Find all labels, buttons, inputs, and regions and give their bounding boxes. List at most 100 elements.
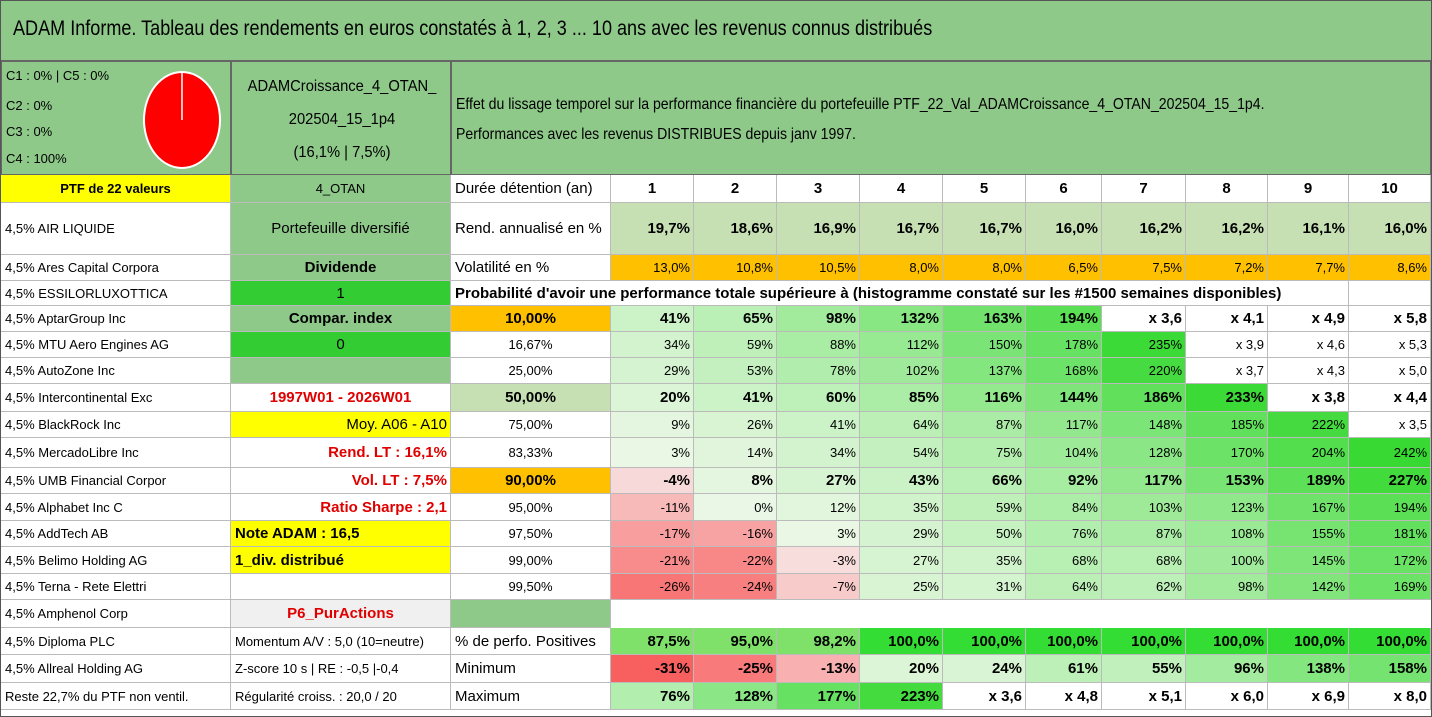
cell-text: x 3,6 [988,687,1022,705]
cell-text: 3% [671,445,690,460]
cell-text: 16,67% [508,337,553,352]
cell-text: 138% [1306,660,1345,677]
cell-text: 7 [1139,180,1148,197]
cell-text: 4,5% Belimo Holding AG [5,552,148,568]
probability-value: 12% [777,494,860,521]
cell-text: 189% [1306,472,1345,489]
probability-value: 68% [1102,547,1186,574]
probability-value: -16% [694,521,777,547]
probability-value: 117% [1102,468,1186,494]
minimum-value: 61% [1026,655,1102,683]
probability-value: x 3,6 [1102,306,1186,332]
cell-text: 60% [825,389,856,406]
probability-value: 41% [777,412,860,438]
cell-text: 4 [896,180,906,197]
probability-value: 84% [1026,494,1102,521]
cell-text: 87,5% [647,632,690,650]
cell-text: 100,0% [1376,632,1427,650]
probability-value: 189% [1268,468,1349,494]
cell-text: Probabilité d'avoir une performance tota… [455,284,1282,302]
cell-text: 10,8% [736,260,773,275]
cell-text: Compar. index [288,310,393,327]
cell-text: 1_div. distribué [235,551,344,569]
probability-level: 97,50% [451,521,611,547]
cell-text: 61% [1067,660,1098,677]
table-row: 4,5% MTU Aero Engines AG 0 16,67% 34% 59% 88%… [1,332,1431,358]
probability-value: 98% [1186,574,1268,600]
cell-text: 4,5% Allreal Holding AG [5,661,144,676]
cell-text: 90,00% [505,472,556,489]
probability-value: x 4,9 [1268,306,1349,332]
cell-text: 103% [1148,499,1182,515]
cell-text: Dividende [304,259,377,276]
probability-level: 50,00% [451,384,611,412]
holding-name: 4,5% AIR LIQUIDE [1,203,231,255]
cell-text: -3% [832,552,856,568]
cell-text: 4,5% Alphabet Inc C [5,499,123,515]
info-cell: 1 [231,281,451,306]
positive-share: 100,0% [1102,628,1186,655]
cell-text: 181% [1393,526,1427,541]
volatility-value: 7,7% [1268,255,1349,281]
cell-text: 155% [1311,526,1345,541]
effect-text-line: Effet du lissage temporel sur la perform… [456,96,1265,113]
cell-text: x 8,0 [1393,687,1427,705]
cell-text: 100,0% [1047,632,1098,650]
maximum-value: x 3,6 [943,683,1026,710]
probability-value: 43% [860,468,943,494]
probability-value: 75% [943,438,1026,468]
portfolio-name-line: ADAMCroissance_4_OTAN_ [247,78,437,95]
volatility-value: 10,5% [777,255,860,281]
probability-title: Probabilité d'avoir une performance tota… [451,281,1349,306]
probability-value: 181% [1349,521,1431,547]
cell-text: % de perfo. Positives [455,632,596,650]
effect-text-line: Performances avec les revenus DISTRIBUES… [456,126,856,143]
cell-text: 235% [1148,337,1182,352]
positive-share: 95,0% [694,628,777,655]
probability-value: 41% [694,384,777,412]
cell-text: 85% [908,389,939,406]
probability-value: 29% [611,358,694,384]
probability-value: 186% [1102,384,1186,412]
cell-text: 137% [988,363,1022,378]
cell-text: 145% [1311,552,1345,568]
cell-text: 16,7% [979,220,1022,237]
probability-value: -3% [777,547,860,574]
probability-value: 204% [1268,438,1349,468]
cell-text: 16,0% [1055,220,1098,237]
info-cell: Compar. index [231,306,451,332]
probability-value: 168% [1026,358,1102,384]
probability-value: 78% [777,358,860,384]
probability-value: 148% [1102,412,1186,438]
info-cell: Portefeuille diversifié [231,203,451,255]
cell-text: 233% [1225,389,1264,406]
minimum-value: 158% [1349,655,1431,683]
probability-value: 0% [694,494,777,521]
cell-text: Note ADAM : 16,5 [235,525,360,542]
cell-text: 59% [995,499,1022,515]
cell-text: -25% [737,660,773,677]
cell-text: -17% [659,526,690,541]
cell-text: Z-score 10 s | RE : -0,5 |-0,4 [235,661,399,676]
cell-text: 108% [1230,526,1264,541]
cell-text: Rend. LT : 16,1% [328,444,447,461]
cell-text: Reste 22,7% du PTF non ventil. [5,688,189,704]
maximum-value: 177% [777,683,860,710]
positive-share: 100,0% [1268,628,1349,655]
cell-text: 0 [336,336,345,353]
year-header: 5 [943,175,1026,203]
cell-text: 194% [1393,499,1427,515]
annualized-return: 18,6% [694,203,777,255]
volatility-value: 6,5% [1026,255,1102,281]
minimum-value: 20% [860,655,943,683]
cell-text: 242% [1393,445,1427,460]
cell-text: 4,5% Amphenol Corp [5,606,128,621]
cell-text: 83,33% [508,445,553,460]
cell-text: 16,0% [1384,220,1427,237]
cell-text: 76% [1071,526,1098,541]
cell-text: 5 [979,180,989,197]
probability-value: -11% [611,494,694,521]
cell-text: 3% [837,526,856,541]
cell-text: 35% [912,499,939,515]
cell-text: -13% [820,660,856,677]
